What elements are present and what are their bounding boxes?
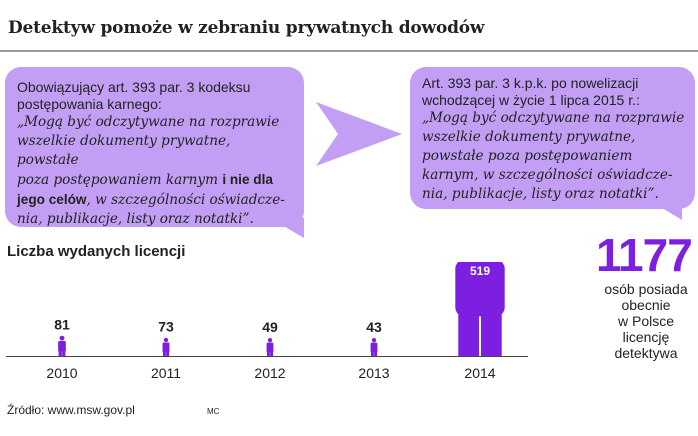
quote-emphasis: jego celów [17, 192, 87, 207]
source-note: Źródło: www.msw.gov.pl [7, 403, 135, 417]
quote-line: „Mogą być odczytywane na rozprawie [422, 110, 685, 126]
person-body [58, 340, 66, 352]
person-leg [166, 350, 170, 356]
current-law-bubble: Obowiązujący art. 393 par. 3 kodeksu pos… [5, 67, 304, 227]
person-icon-2012 [266, 338, 274, 356]
caption-line: obecnie [621, 297, 671, 313]
data-label-2012: 49 [262, 319, 278, 335]
person-icon-2010 [58, 335, 66, 356]
person-head [371, 338, 377, 343]
current-law-bubble-tail [270, 218, 304, 238]
person-leg [270, 350, 274, 356]
person-body [162, 342, 170, 353]
data-label-2010: 81 [54, 317, 70, 333]
quote-line: jego celów, w szczególności oświadcze- [17, 190, 294, 210]
quote-line: wszelkie dokumenty prywatne, [422, 129, 636, 145]
person-icon-2011 [162, 337, 170, 356]
licenses-chart: 81 2010 73 2011 49 2012 43 2013 519 2014 [6, 262, 528, 381]
category-label-2013: 2013 [358, 365, 389, 381]
current-law-quote: „Mogą być odczytywane na rozprawie wszel… [17, 113, 294, 229]
quote-line: nia, publikacje, listy oraz notatki”. [422, 186, 659, 202]
data-label-2014: 519 [470, 264, 490, 278]
person-leg [458, 314, 480, 356]
person-body [370, 342, 378, 353]
quote-line: nia, publikacje, listy oraz notatki”. [17, 211, 254, 227]
quote-emphasis: i nie dla [222, 172, 273, 187]
person-head [163, 337, 169, 343]
person-leg [370, 350, 374, 356]
quote-line: powstałe poza postępowaniem [422, 148, 633, 164]
amended-law-lead: Art. 393 par. 3 k.p.k. po nowelizacji wc… [422, 75, 687, 109]
current-law-lead-line: Obowiązujący art. 393 par. 3 kodeksu [17, 79, 251, 95]
arrow-right-icon [316, 102, 402, 166]
person-leg [162, 350, 166, 356]
amended-law-bubble-tail [652, 202, 682, 220]
category-label-2012: 2012 [254, 365, 285, 381]
quote-line: „Mogą być odczytywane na rozprawie [17, 114, 280, 130]
total-licenses-caption: osób posiada obecnie w Polsce licencję d… [596, 281, 696, 361]
person-body [455, 262, 505, 317]
amended-law-quote: „Mogą być odczytywane na rozprawie wszel… [422, 109, 687, 204]
title-divider [0, 50, 698, 52]
amended-law-lead-line: Art. 393 par. 3 k.p.k. po nowelizacji [422, 75, 639, 91]
quote-line: karnym, w szczególności oświadcze- [422, 167, 673, 183]
category-label-2011: 2011 [151, 365, 181, 381]
caption-line: detektywa [614, 345, 678, 361]
data-label-2013: 43 [366, 319, 382, 335]
quote-text: poza postępowaniem karnym [17, 172, 223, 188]
quote-text: , w szczególności oświadcze- [86, 192, 285, 208]
author-credit: MC [207, 407, 220, 416]
total-licenses-value: 1177 [596, 229, 693, 281]
current-law-lead: Obowiązujący art. 393 par. 3 kodeksu pos… [17, 79, 294, 113]
category-label-2014: 2014 [464, 365, 495, 381]
person-leg [480, 314, 502, 356]
page-title: Detektyw pomoże w zebraniu prywatnych do… [8, 18, 485, 38]
person-head [59, 335, 65, 341]
amended-law-lead-line: wchodzącej w życie 1 lipca 2015 r.: [422, 92, 640, 108]
current-law-lead-line: postępowania karnego: [17, 96, 162, 112]
chart-title: Liczba wydanych licencji [7, 243, 186, 260]
person-icon-2014 [455, 262, 505, 356]
category-label-2010: 2010 [46, 365, 77, 381]
person-leg [58, 349, 62, 356]
person-head [267, 338, 273, 343]
caption-line: osób posiada [604, 281, 688, 297]
quote-line: wszelkie dokumenty prywatne, powstałe [17, 133, 231, 168]
person-icon-2013 [370, 338, 378, 356]
amended-law-bubble: Art. 393 par. 3 k.p.k. po nowelizacji wc… [410, 67, 695, 209]
caption-line: w Polsce [617, 313, 675, 329]
person-leg [62, 349, 66, 356]
person-leg [266, 350, 270, 356]
person-body [266, 342, 274, 353]
caption-line: licencję [622, 329, 670, 345]
quote-line: poza postępowaniem karnym i nie dla [17, 170, 294, 190]
data-label-2011: 73 [158, 319, 174, 335]
person-leg [374, 350, 378, 356]
